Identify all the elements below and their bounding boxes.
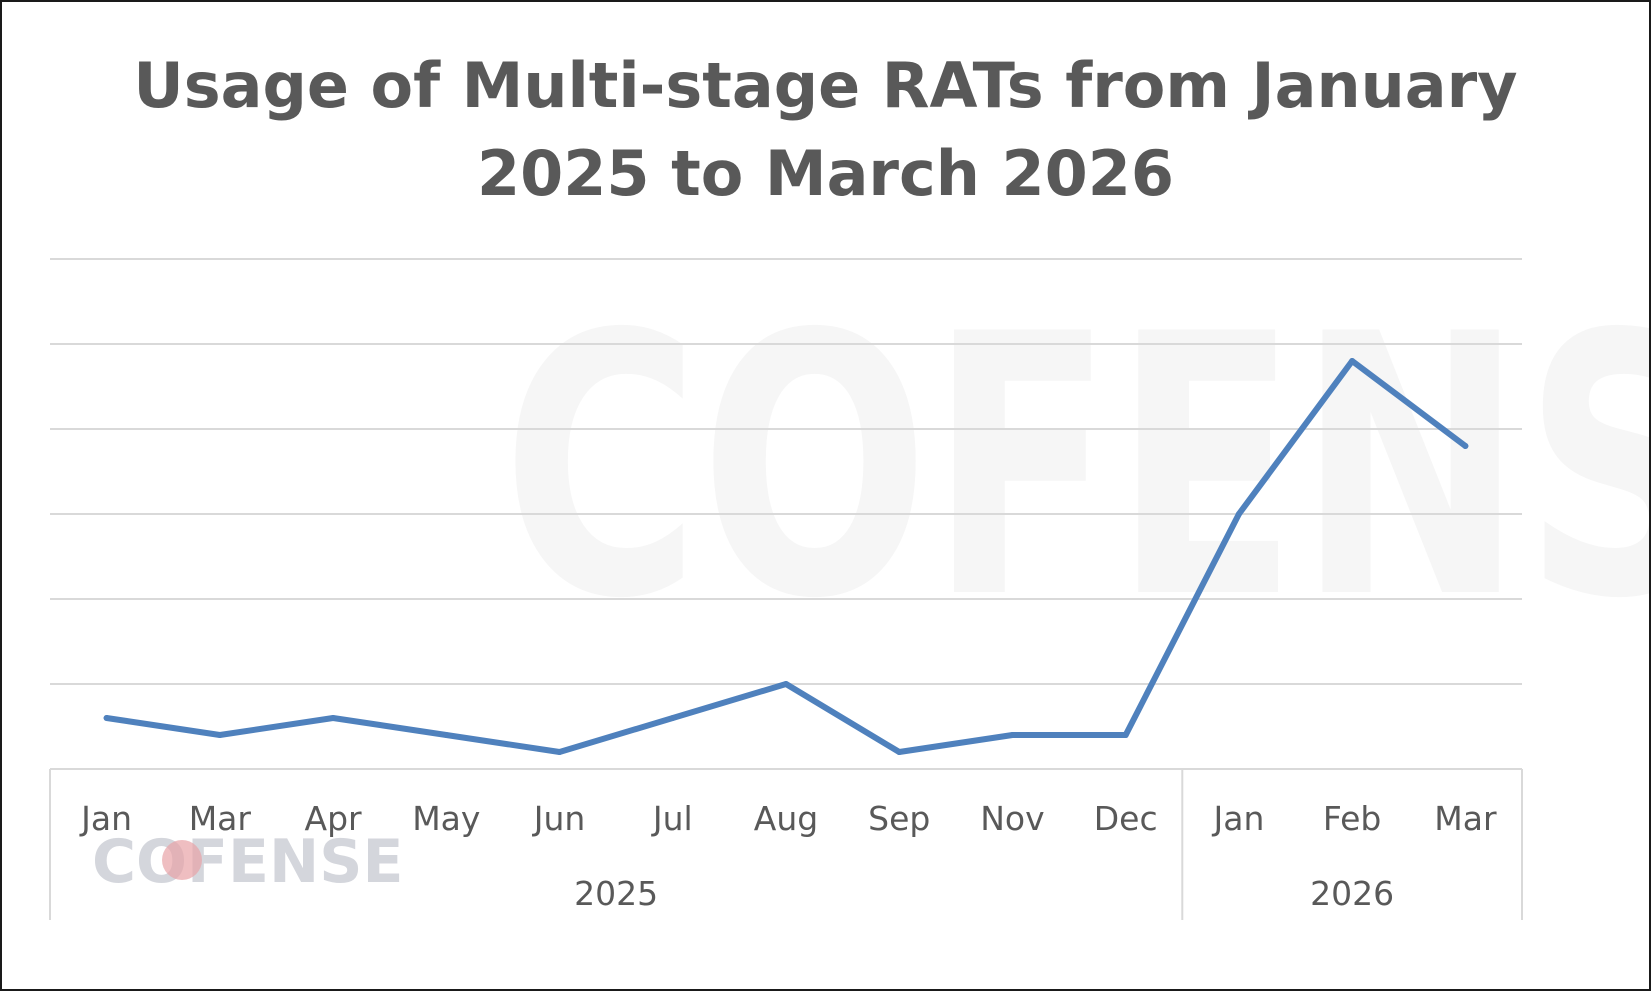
x-tick-labels: Jan Mar Apr May Jun Jul Aug Sep Nov Dec Jan Feb Mar: [79, 799, 1497, 838]
x-group-labels: 2025 2026: [574, 874, 1394, 913]
cofense-logo-dot: [162, 840, 202, 880]
x-group-label: 2026: [1310, 874, 1394, 913]
x-tick-label: Apr: [305, 799, 363, 838]
x-group-label: 2025: [574, 874, 658, 913]
data-point: [556, 749, 563, 755]
x-tick-label: Mar: [189, 799, 252, 838]
x-tick-label: Jul: [651, 799, 693, 838]
x-tick-label: Jun: [532, 799, 586, 838]
data-point: [669, 715, 676, 721]
x-tick-label: Jan: [1211, 799, 1264, 838]
data-point: [330, 715, 337, 721]
chart-title: Usage of Multi-stage RATs from January 2…: [2, 42, 1649, 218]
x-tick-label: Sep: [868, 799, 930, 838]
data-point: [1009, 732, 1016, 738]
data-point: [443, 732, 450, 738]
data-point: [1122, 732, 1129, 738]
x-tick-label: Aug: [754, 799, 818, 838]
chart-title-line-1: Usage of Multi-stage RATs from January: [133, 49, 1518, 122]
data-point: [1349, 358, 1356, 364]
x-tick-label: May: [412, 799, 480, 838]
cofense-logo-text: COFENSE: [92, 827, 403, 897]
watermark-background-text: COFENSE: [502, 258, 1649, 677]
data-point: [216, 732, 223, 738]
x-axis: [49, 768, 1523, 920]
data-point: [783, 681, 789, 687]
x-tick-label: Jan: [79, 799, 132, 838]
cofense-logo: COFENSE: [92, 827, 403, 897]
series-layer: [103, 358, 1469, 755]
chart-title-line-2: 2025 to March 2026: [476, 137, 1175, 210]
x-tick-label: Mar: [1434, 799, 1497, 838]
data-point: [103, 715, 110, 721]
watermark-background: COFENSE: [502, 258, 1649, 677]
data-point: [1235, 511, 1242, 517]
data-point: [1462, 443, 1469, 449]
x-tick-label: Dec: [1094, 799, 1158, 838]
x-tick-label: Feb: [1323, 799, 1381, 838]
x-tick-label: Nov: [980, 799, 1044, 838]
data-point: [896, 749, 903, 755]
